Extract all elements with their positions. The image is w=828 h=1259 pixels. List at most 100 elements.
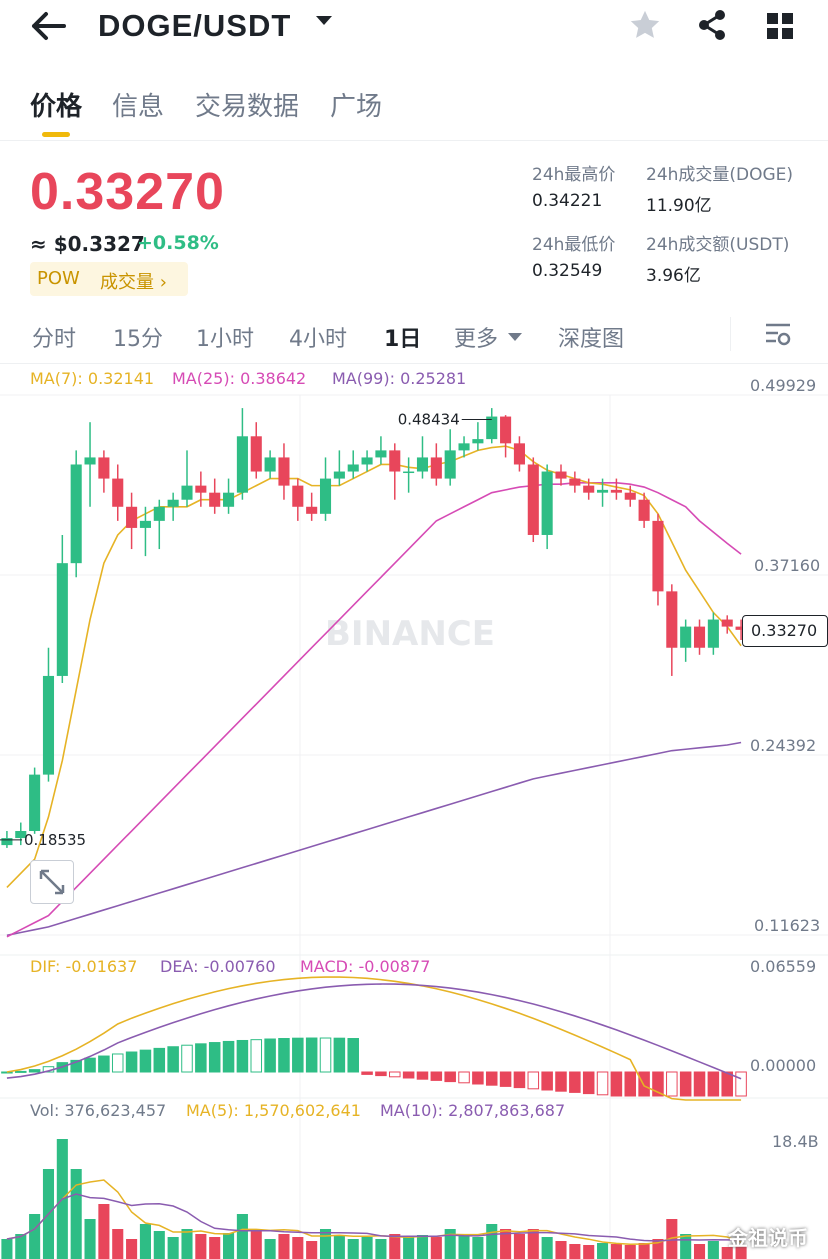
tab-square[interactable]: 广场 <box>330 92 383 122</box>
interval-1h[interactable]: 1小时 <box>196 327 254 352</box>
macd-bar <box>347 1038 359 1073</box>
candle-body <box>361 457 373 465</box>
candle-body <box>236 436 248 493</box>
volume-bar <box>306 1241 318 1259</box>
volume-bar <box>638 1243 650 1259</box>
macd-bar <box>375 1071 387 1077</box>
macd-bar <box>111 1053 124 1073</box>
macd-bar <box>416 1071 429 1080</box>
ma25-legend: MA(25): 0.38642 <box>172 369 307 388</box>
tab-trading-data[interactable]: 交易数据 <box>195 92 300 122</box>
chart-settings-icon[interactable] <box>764 321 792 347</box>
low-value: 0.32549 <box>532 261 603 281</box>
macd-bar <box>208 1042 221 1073</box>
volume-bar <box>236 1214 248 1259</box>
macd-bar <box>458 1071 470 1084</box>
candle-body <box>555 471 567 479</box>
candle-body <box>707 619 719 648</box>
macd-bar <box>125 1051 138 1073</box>
high-marker: 0.48434 <box>398 411 460 429</box>
candle-body <box>721 619 733 627</box>
volume-value: 11.90亿 <box>646 196 712 216</box>
back-arrow-icon[interactable] <box>30 8 70 44</box>
candle-body <box>1 838 13 846</box>
candle-body <box>652 520 664 592</box>
volume-link[interactable]: 成交量 › <box>100 272 167 293</box>
macd-bar <box>70 1059 82 1073</box>
share-icon[interactable] <box>696 8 728 42</box>
macd-bar <box>292 1037 304 1073</box>
volume-label: 24h成交量(DOGE) <box>646 165 794 185</box>
macd-bar <box>153 1047 166 1073</box>
volume-bar <box>209 1237 221 1259</box>
volume-bar <box>472 1237 484 1259</box>
volume-bar <box>195 1234 207 1259</box>
volume-bar <box>1 1239 13 1259</box>
candle-body <box>98 457 110 479</box>
volume-bar <box>167 1237 179 1259</box>
macd-bar <box>527 1071 540 1090</box>
candle-body <box>430 457 442 479</box>
candle-body <box>735 626 747 630</box>
candle-body <box>139 520 151 528</box>
more-caret-icon[interactable] <box>508 333 522 341</box>
interval-timeshare[interactable]: 分时 <box>32 327 77 352</box>
dropdown-caret-icon[interactable] <box>316 16 332 25</box>
candle-body <box>375 450 387 458</box>
volume-bar <box>389 1234 401 1259</box>
candle-body <box>278 457 290 486</box>
vol-ma10-legend: MA(10): 2,807,863,687 <box>380 1101 566 1120</box>
volume-bar <box>333 1235 345 1259</box>
macd-bar <box>195 1043 207 1073</box>
candle-body <box>264 457 276 472</box>
volume-bar <box>597 1243 609 1259</box>
candle-body <box>624 492 636 500</box>
tab-info[interactable]: 信息 <box>112 92 165 122</box>
macd-bar <box>250 1039 263 1073</box>
macd-bar <box>319 1037 332 1073</box>
candle-body <box>513 443 525 465</box>
volume-bar <box>610 1244 622 1259</box>
macd-bar <box>305 1037 318 1073</box>
amount-value: 3.96亿 <box>646 266 701 286</box>
pow-tag[interactable]: POW · 成交量 › <box>30 262 188 296</box>
binance-watermark: BINANCE <box>325 614 495 654</box>
volume-bar <box>721 1247 733 1259</box>
volume-bar <box>403 1237 415 1259</box>
candle-body <box>347 464 359 472</box>
interval-4h[interactable]: 4小时 <box>289 327 347 352</box>
macd-bar <box>693 1071 706 1097</box>
interval-15m[interactable]: 15分 <box>113 327 163 352</box>
active-tab-indicator <box>42 132 70 137</box>
interval-more[interactable]: 更多 <box>454 327 499 352</box>
star-icon[interactable] <box>628 8 662 42</box>
volume-bar <box>181 1229 193 1259</box>
volume-bar <box>416 1235 429 1259</box>
candle-body <box>389 450 401 472</box>
tab-price[interactable]: 价格 <box>30 92 83 122</box>
volume-bar <box>541 1237 553 1259</box>
candle-body <box>569 478 581 486</box>
grid-icon[interactable] <box>765 11 795 41</box>
interval-depth[interactable]: 深度图 <box>558 327 625 352</box>
macd-bar <box>555 1071 567 1092</box>
volume-bar <box>555 1241 567 1259</box>
macd-legend: MACD: -0.00877 <box>300 957 431 976</box>
expand-icon[interactable] <box>30 860 74 904</box>
price-axis-label: 0.37160 <box>754 556 821 575</box>
macd-bar <box>610 1071 623 1097</box>
candle-body <box>56 563 68 676</box>
macd-bar <box>236 1039 249 1073</box>
macd-bar <box>167 1046 179 1073</box>
price-axis-label: 0.49929 <box>750 376 817 395</box>
macd-bar <box>624 1071 637 1097</box>
ma25-line <box>6 482 742 938</box>
pair-title[interactable]: DOGE/USDT <box>98 8 292 43</box>
amount-label: 24h成交额(USDT) <box>646 235 790 255</box>
macd-bar <box>402 1071 415 1079</box>
macd-bar <box>735 1071 747 1097</box>
interval-1d[interactable]: 1日 <box>384 327 422 352</box>
current-price-tag-value: 0.33270 <box>751 621 818 640</box>
macd-bar <box>721 1071 733 1097</box>
